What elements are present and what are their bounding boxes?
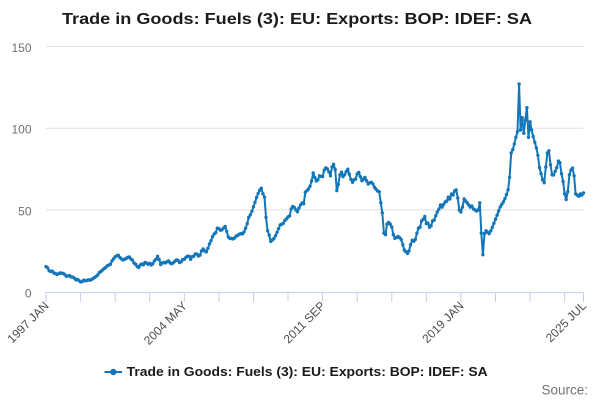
svg-text:2011 SEP: 2011 SEP <box>281 299 328 346</box>
svg-text:100: 100 <box>11 123 31 137</box>
svg-text:0: 0 <box>25 286 32 300</box>
svg-text:2004 MAY: 2004 MAY <box>141 299 190 348</box>
svg-text:2025 JUL: 2025 JUL <box>543 298 589 344</box>
svg-text:Source:: Source: <box>541 383 588 398</box>
svg-text:2019 JAN: 2019 JAN <box>419 299 466 346</box>
svg-text:50: 50 <box>18 204 32 218</box>
svg-text:1997 JAN: 1997 JAN <box>4 299 51 346</box>
svg-text:Trade in Goods: Fuels (3): EU:: Trade in Goods: Fuels (3): EU: Exports: … <box>127 365 488 379</box>
svg-text:Trade in Goods: Fuels (3): EU:: Trade in Goods: Fuels (3): EU: Exports: … <box>62 11 533 28</box>
svg-text:150: 150 <box>11 41 31 55</box>
